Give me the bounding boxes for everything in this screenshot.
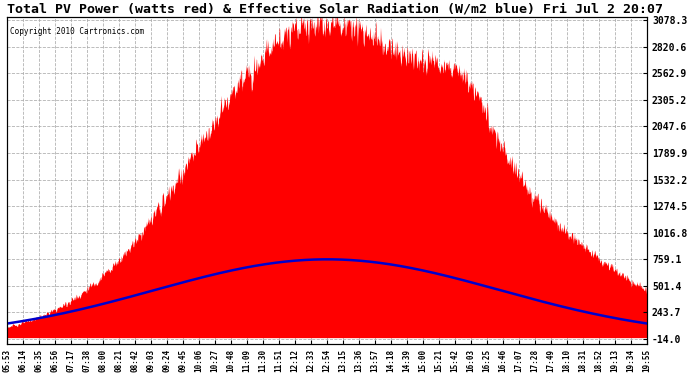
Text: Copyright 2010 Cartronics.com: Copyright 2010 Cartronics.com bbox=[10, 27, 145, 36]
Text: Total PV Power (watts red) & Effective Solar Radiation (W/m2 blue) Fri Jul 2 20:: Total PV Power (watts red) & Effective S… bbox=[8, 3, 663, 16]
